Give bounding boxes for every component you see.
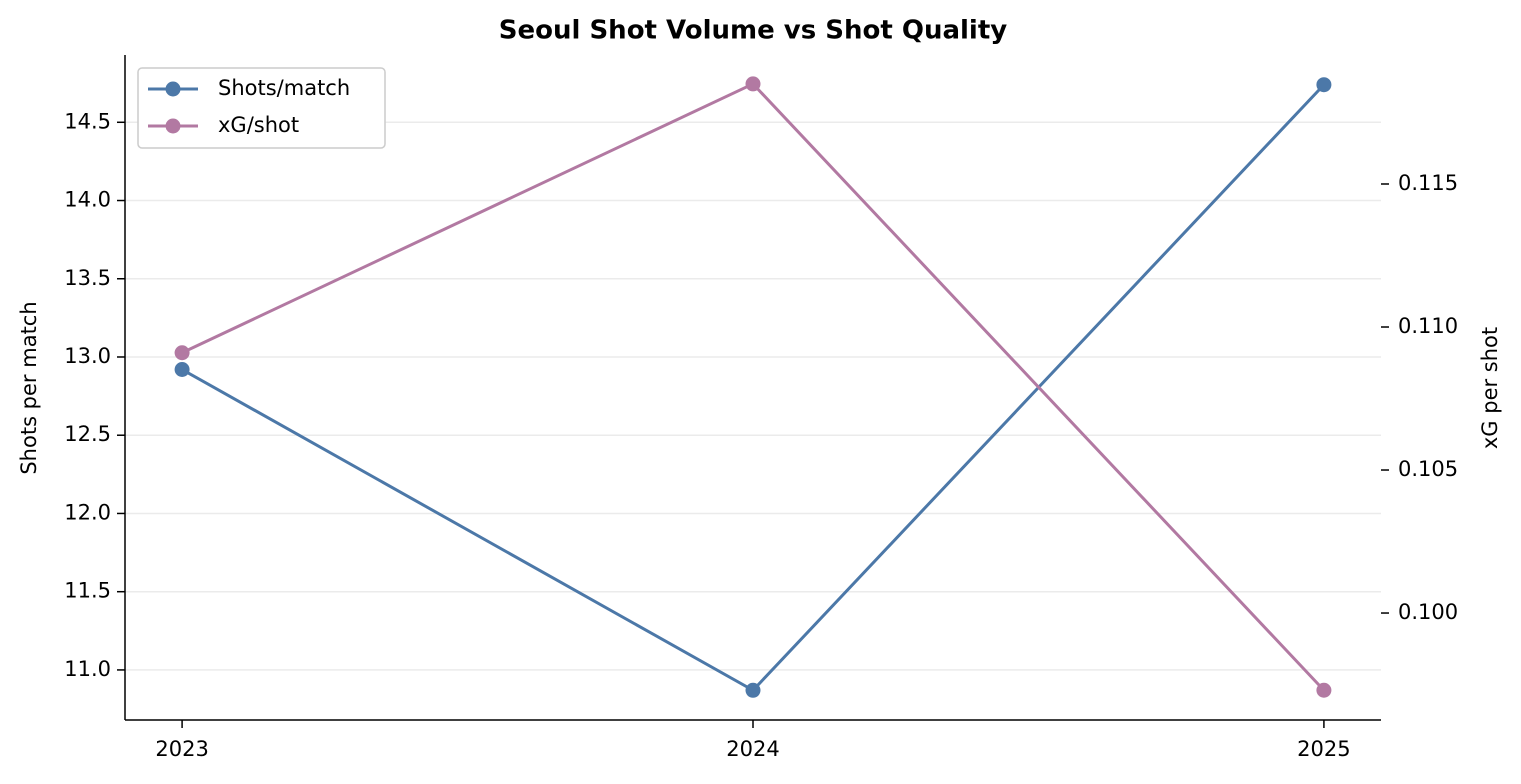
y-tick-label: 12.5 [64,422,111,446]
legend-label: xG/shot [218,113,299,137]
y2-tick-label: 0.110 [1398,314,1458,338]
line [181,82,1326,692]
y2-tick-label: 0.105 [1398,457,1458,481]
legend-marker [165,81,181,97]
y2-tick-label: 0.100 [1398,600,1458,624]
x-tick-label: 2024 [726,737,779,761]
y-tick-label: 14.0 [64,188,111,212]
legend-box [137,67,386,149]
marker [745,682,761,698]
y-tick-label: 12.0 [64,500,111,524]
x-tick-label: 2025 [1297,737,1350,761]
x-tick-label: 2023 [155,737,208,761]
marker [745,76,761,92]
y-tick-label: 14.5 [64,109,111,133]
y-tick-label: 13.0 [64,344,111,368]
marker [1316,682,1332,698]
y-tick-label: 13.5 [64,266,111,290]
chart-title: Seoul Shot Volume vs Shot Quality [499,16,1007,46]
marker [1316,77,1332,93]
y2-tick-label: 0.115 [1398,171,1458,195]
y-axis-label: Shots per match [17,301,41,474]
y2-axis-label: xG per shot [1478,327,1502,449]
marker [174,345,190,361]
line [181,83,1326,693]
marker [174,362,190,378]
legend-marker [165,118,181,134]
y-tick-label: 11.0 [64,657,111,681]
y-tick-label: 11.5 [64,579,111,603]
legend-label: Shots/match [218,76,350,100]
